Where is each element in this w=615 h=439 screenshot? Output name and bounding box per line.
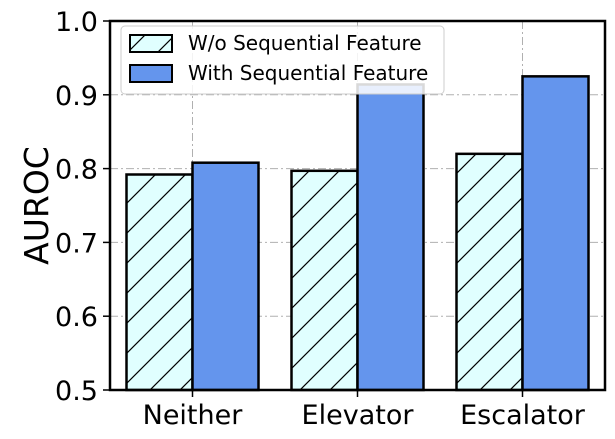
legend: W/o Sequential Feature With Sequential Fe… — [120, 25, 445, 95]
bars — [125, 75, 590, 392]
legend-swatch-1 — [129, 34, 173, 53]
y-tick-label: 0.5 — [55, 376, 98, 407]
bar-hatch — [456, 153, 523, 390]
x-tick-label-escalator: Escalator — [460, 400, 586, 431]
bar-fill — [192, 162, 259, 390]
legend-swatch-fill — [130, 65, 172, 82]
legend-swatch-2 — [129, 64, 173, 83]
y-axis: 0.5 0.6 0.7 0.8 0.9 1.0 — [55, 7, 110, 407]
x-tick-label-elevator: Elevator — [302, 400, 415, 431]
x-axis: Neither Elevator Escalator — [143, 390, 586, 431]
x-tick-label-neither: Neither — [143, 400, 244, 431]
y-tick-label: 0.6 — [55, 302, 98, 333]
y-tick-label: 1.0 — [55, 7, 98, 38]
bar-fill — [522, 76, 589, 390]
legend-box — [120, 25, 445, 95]
legend-label-2: With Sequential Feature — [188, 61, 428, 85]
legend-swatch-hatch — [130, 35, 172, 52]
y-axis-label: AUROC — [17, 146, 56, 265]
y-tick-label: 0.9 — [55, 81, 98, 112]
bar-fill — [357, 84, 424, 390]
y-tick-label: 0.7 — [55, 228, 98, 259]
y-tick-label: 0.8 — [55, 155, 98, 186]
bar-hatch — [126, 174, 193, 390]
legend-label-1: W/o Sequential Feature — [188, 31, 422, 55]
bar-hatch — [291, 170, 358, 390]
